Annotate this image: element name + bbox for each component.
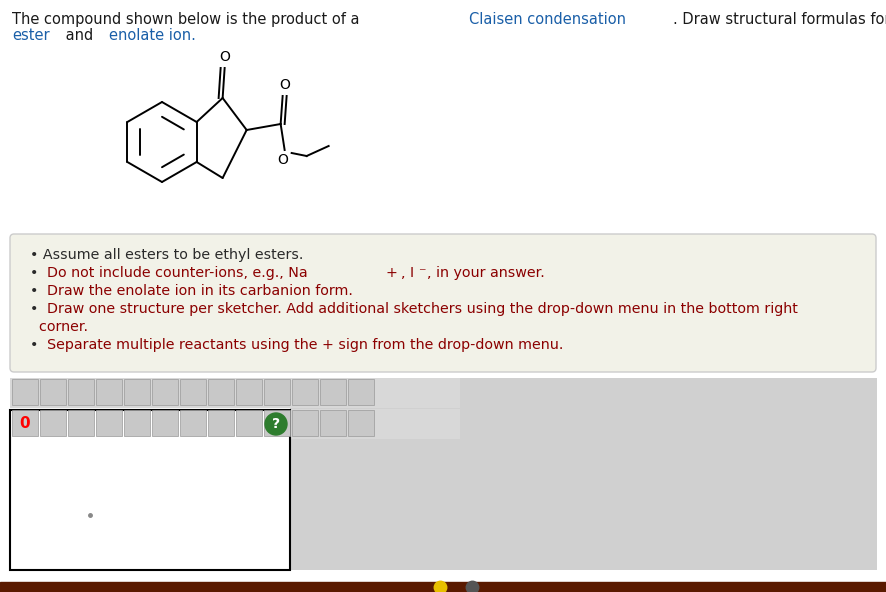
Bar bbox=[264, 379, 290, 405]
Bar bbox=[236, 410, 261, 436]
Bar bbox=[124, 410, 150, 436]
Bar bbox=[291, 410, 318, 436]
Text: , in your answer.: , in your answer. bbox=[427, 266, 545, 280]
Text: ⁻: ⁻ bbox=[417, 266, 424, 280]
Text: •: • bbox=[30, 302, 43, 316]
Bar bbox=[12, 410, 38, 436]
Text: Draw the enolate ion in its carbanion form.: Draw the enolate ion in its carbanion fo… bbox=[47, 284, 353, 298]
Bar bbox=[10, 378, 460, 408]
Text: enolate ion.: enolate ion. bbox=[109, 28, 196, 43]
Text: corner.: corner. bbox=[30, 320, 88, 334]
Text: . Draw structural formulas for the: . Draw structural formulas for the bbox=[672, 12, 886, 27]
Bar bbox=[347, 379, 374, 405]
Text: •: • bbox=[30, 266, 43, 280]
Bar bbox=[40, 379, 66, 405]
Bar bbox=[152, 410, 178, 436]
Bar bbox=[291, 379, 318, 405]
Text: Separate multiple reactants using the + sign from the drop-down menu.: Separate multiple reactants using the + … bbox=[47, 338, 563, 352]
FancyBboxPatch shape bbox=[10, 234, 875, 372]
Bar bbox=[320, 410, 346, 436]
Bar bbox=[40, 410, 66, 436]
Text: Do not include counter-ions, e.g., Na: Do not include counter-ions, e.g., Na bbox=[47, 266, 307, 280]
Bar bbox=[180, 410, 206, 436]
Text: The compound shown below is the product of a: The compound shown below is the product … bbox=[12, 12, 364, 27]
Text: 0: 0 bbox=[19, 416, 30, 430]
Text: Claisen condensation: Claisen condensation bbox=[469, 12, 626, 27]
Bar bbox=[96, 379, 122, 405]
Bar bbox=[236, 379, 261, 405]
Text: O: O bbox=[219, 50, 229, 64]
Text: Draw one structure per sketcher. Add additional sketchers using the drop-down me: Draw one structure per sketcher. Add add… bbox=[47, 302, 797, 316]
Bar bbox=[152, 379, 178, 405]
Bar bbox=[320, 379, 346, 405]
Text: ?: ? bbox=[272, 417, 280, 431]
Bar bbox=[290, 378, 876, 570]
Bar bbox=[12, 379, 38, 405]
Text: , I: , I bbox=[400, 266, 413, 280]
Text: +: + bbox=[385, 266, 397, 280]
Bar bbox=[347, 410, 374, 436]
Bar bbox=[68, 410, 94, 436]
Circle shape bbox=[265, 413, 287, 435]
Text: •: • bbox=[30, 338, 43, 352]
Bar bbox=[264, 410, 290, 436]
Text: O: O bbox=[277, 153, 288, 167]
Text: and: and bbox=[61, 28, 97, 43]
Bar bbox=[10, 409, 460, 439]
Bar bbox=[68, 379, 94, 405]
Bar bbox=[207, 379, 234, 405]
Bar bbox=[207, 410, 234, 436]
Bar bbox=[10, 410, 290, 570]
Bar bbox=[96, 410, 122, 436]
Bar bbox=[180, 379, 206, 405]
Text: ester: ester bbox=[12, 28, 50, 43]
Bar bbox=[124, 379, 150, 405]
Text: • Assume all esters to be ethyl esters.: • Assume all esters to be ethyl esters. bbox=[30, 248, 303, 262]
Text: •: • bbox=[30, 284, 43, 298]
Bar bbox=[0, 582, 886, 592]
Text: O: O bbox=[279, 78, 290, 92]
